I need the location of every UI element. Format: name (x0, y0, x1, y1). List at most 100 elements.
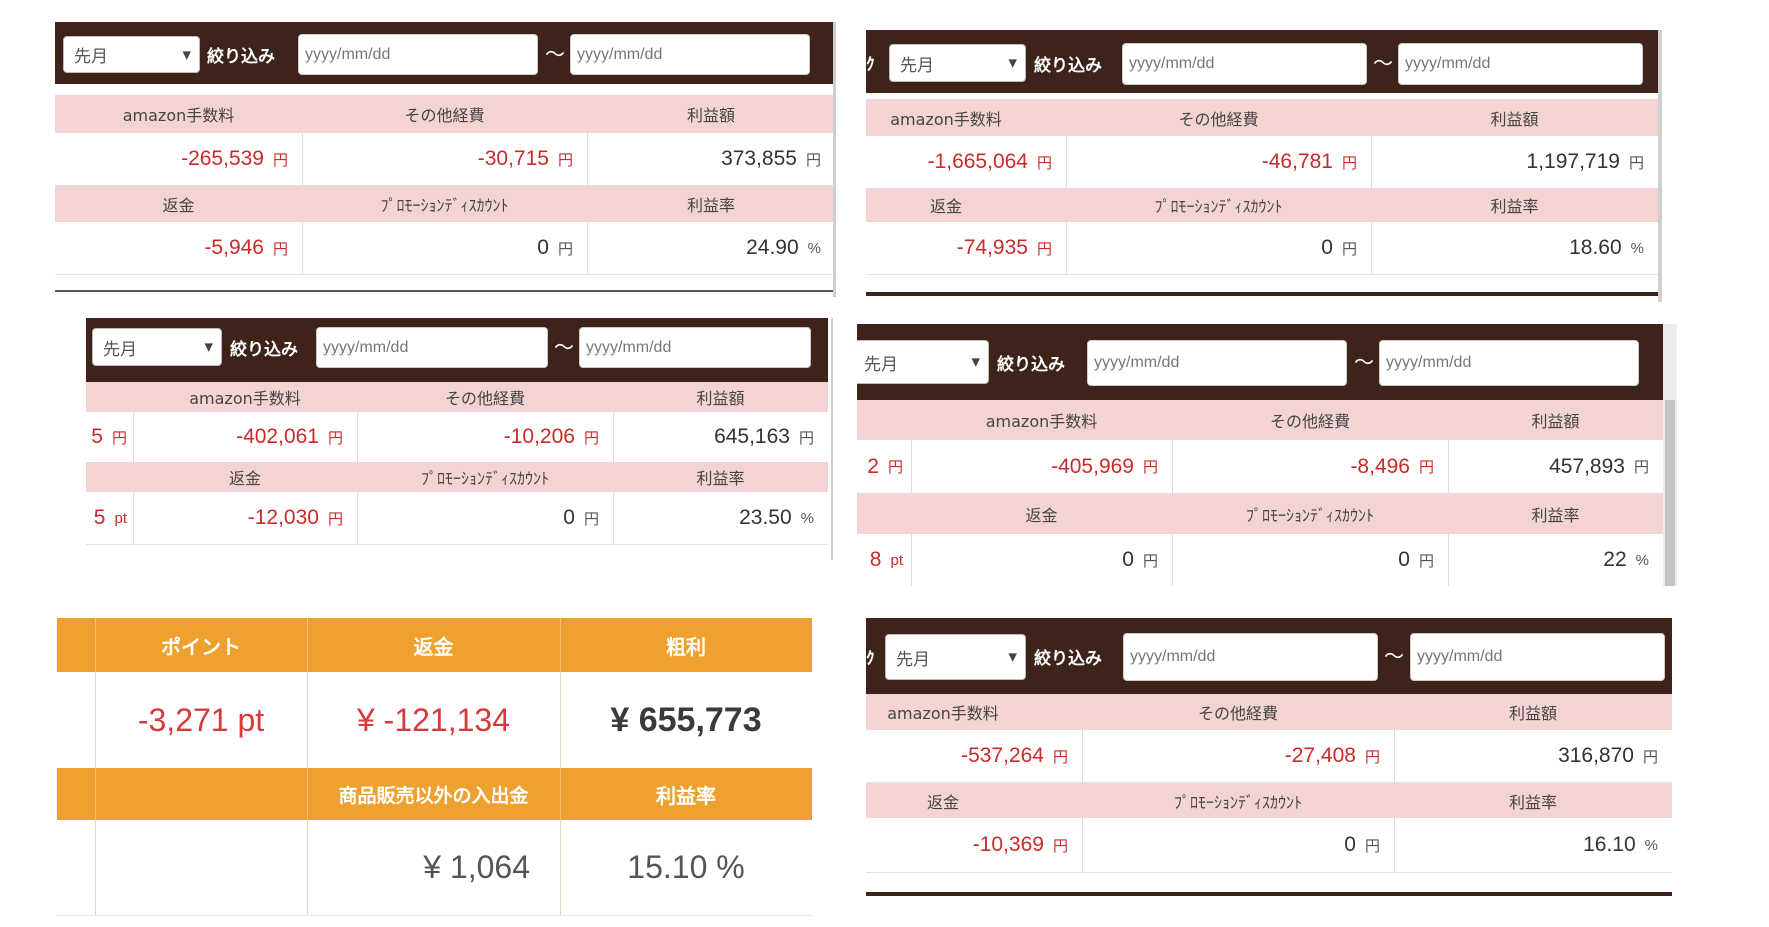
divider (1082, 730, 1083, 782)
profit-rate-value: 16.10% (1394, 818, 1672, 872)
header-profit-rate: 利益率 (686, 196, 735, 215)
scrollbar[interactable] (833, 22, 836, 297)
start-date-input[interactable]: yyyy/mm/dd (316, 327, 548, 368)
profit-rate-value: 15.10 % (627, 849, 745, 885)
amount: 457,893 (1549, 454, 1625, 478)
scrollbar[interactable] (1658, 30, 1662, 302)
period-select[interactable]: 先月 ▼ (857, 340, 989, 384)
panel-bottom-border (866, 292, 1658, 296)
end-date-input[interactable]: yyyy/mm/dd (1398, 43, 1643, 85)
header-profit-rate: 利益率 (696, 469, 745, 488)
percent-unit: % (1630, 239, 1644, 257)
filter-bar: ｸ 先月 ▼ 絞り込み yyyy/mm/dd 〜 yyyy/mm/dd (866, 30, 1658, 93)
refund-value: -10,369 円 (866, 818, 1082, 872)
profit-rate-value: 22% (1448, 534, 1663, 586)
header-other-expenses: その他経費 (1269, 412, 1350, 431)
header-other-expenses: その他経費 (1197, 704, 1278, 723)
refund-value: -74,935 円 (866, 222, 1066, 274)
header-profit: 利益額 (686, 106, 735, 125)
profit-value: 457,893 円 (1448, 440, 1663, 493)
period-select[interactable]: 先月 ▼ (889, 44, 1026, 82)
filter-bar: 先月 ▼ 絞り込み yyyy/mm/dd 〜 yyyy/mm/dd (55, 22, 835, 84)
end-date-input[interactable]: yyyy/mm/dd (1410, 633, 1665, 681)
range-tilde: 〜 (1354, 350, 1374, 374)
header-profit-rate: 利益率 (1508, 792, 1557, 812)
range-tilde: 〜 (1384, 644, 1404, 668)
period-select[interactable]: 先月 ▼ (92, 328, 222, 366)
profit-rate-value: 24.90% (587, 222, 835, 274)
edge-label: ｸ (866, 55, 875, 75)
amount: 22 (1603, 548, 1627, 571)
header-profit-rate: 利益率 (1531, 505, 1580, 525)
yen-unit: 円 (327, 429, 343, 447)
header-promo-discount: ﾌﾟﾛﾓｰｼｮﾝﾃﾞｨｽｶｳﾝﾄ (420, 469, 549, 488)
yen-unit: 円 (887, 459, 903, 476)
period-select-value: 先月 (864, 354, 898, 375)
divider (357, 492, 358, 544)
amount: 0 (1344, 833, 1356, 856)
amount: -10,206 (503, 425, 575, 448)
range-tilde: 〜 (554, 335, 574, 359)
start-date-input[interactable]: yyyy/mm/dd (1122, 43, 1367, 85)
header-row-2: 返金 ﾌﾟﾛﾓｰｼｮﾝﾃﾞｨｽｶｳﾝﾄ 利益率 (86, 462, 828, 492)
profit-rate-value: 18.60% (1371, 222, 1658, 274)
other-expenses-value: -30,715 円 (302, 133, 587, 185)
header-promo-discount: ﾌﾟﾛﾓｰｼｮﾝﾃﾞｨｽｶｳﾝﾄ (1173, 792, 1302, 812)
divider (95, 618, 96, 672)
divider (302, 222, 303, 274)
amount: -46,781 (1261, 150, 1333, 173)
start-date-input[interactable]: yyyy/mm/dd (298, 34, 538, 75)
yen-unit: 円 (557, 151, 573, 169)
amount: -12,030 (247, 506, 319, 529)
divider (133, 412, 134, 462)
divider (613, 492, 614, 544)
end-date-input[interactable]: yyyy/mm/dd (579, 327, 811, 368)
start-date-input[interactable]: yyyy/mm/dd (1123, 633, 1378, 681)
yen-unit: 円 (1418, 459, 1434, 476)
start-date-placeholder: yyyy/mm/dd (1130, 648, 1216, 665)
chevron-down-icon: ▼ (204, 340, 213, 354)
yen-unit: 円 (1052, 748, 1068, 766)
header-refund: 返金 (1025, 505, 1058, 525)
amount: -5,946 (204, 236, 264, 259)
header-other-expenses: その他経費 (444, 389, 525, 408)
header-refund: 返金 (228, 469, 261, 488)
yen-unit: 円 (1036, 240, 1052, 258)
header-profit: 利益額 (696, 389, 745, 408)
scrollbar[interactable] (831, 318, 833, 560)
amount: -537,264 (961, 744, 1044, 767)
value-row-1: -265,539 円 -30,715 円 373,855 円 (55, 133, 835, 186)
orange-header-row-2: 商品販売以外の入出金 利益率 (57, 768, 812, 820)
range-tilde: 〜 (545, 42, 565, 66)
end-date-input[interactable]: yyyy/mm/dd (1379, 340, 1639, 386)
percent-unit: % (800, 509, 814, 527)
period-select[interactable]: 先月 ▼ (885, 634, 1026, 680)
period-select-value: 先月 (900, 55, 934, 76)
end-date-placeholder: yyyy/mm/dd (1405, 55, 1491, 72)
yen-unit: 円 (1142, 552, 1158, 570)
amount: -8,496 (1350, 454, 1410, 478)
yen-unit: 円 (1142, 459, 1158, 476)
period-select-value: 先月 (896, 649, 930, 670)
other-expenses-value: -10,206 円 (357, 412, 613, 462)
end-date-input[interactable]: yyyy/mm/dd (570, 34, 810, 75)
header-row-1: amazon手数料 その他経費 利益額 (857, 400, 1663, 440)
start-date-input[interactable]: yyyy/mm/dd (1087, 340, 1347, 386)
divider (560, 672, 561, 768)
header-other-expenses: その他経費 (1178, 109, 1259, 129)
yen-unit: 円 (1341, 240, 1357, 258)
divider (1371, 136, 1372, 188)
profit-panel-2: ｸ 先月 ▼ 絞り込み yyyy/mm/dd 〜 yyyy/mm/dd amaz… (866, 30, 1658, 302)
yen-unit: 円 (557, 240, 573, 258)
yen-unit: 円 (1418, 552, 1434, 570)
scrollbar-thumb[interactable] (1665, 400, 1675, 586)
panel-bottom-border (55, 290, 835, 292)
chevron-down-icon: ▼ (182, 48, 191, 61)
period-select[interactable]: 先月 ▼ (63, 36, 200, 73)
